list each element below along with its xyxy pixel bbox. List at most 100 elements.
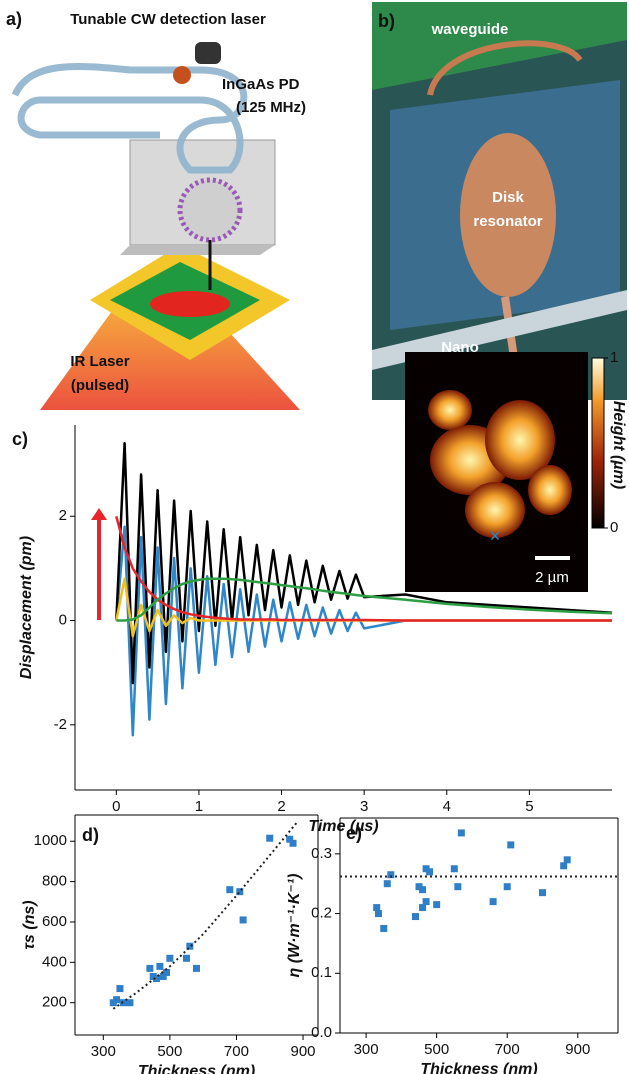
chart: 300 500 700 900 0.0 0.1 0.2 0.3 Thickness (nm) η … [286,817,619,1074]
x-tick-label: 4 [443,798,451,815]
x-tick-label: 700 [495,1041,520,1058]
x-tick-label: 900 [291,1043,316,1060]
point [226,886,234,894]
x-tick-label: 2 [277,798,285,815]
y-tick-label: 400 [42,953,67,970]
point [433,901,441,909]
y-tick-label: 600 [42,913,67,930]
point [503,883,511,891]
y-axis-label: τs (ns) [21,900,38,949]
point [239,916,247,924]
point [380,924,388,932]
panel-label: d) [82,825,99,845]
point [422,898,430,906]
y-tick-label: 0.0 [311,1024,332,1041]
point [426,868,434,876]
svg-text:×: × [490,526,501,546]
point [113,996,121,1004]
x-tick-label: 300 [354,1041,379,1058]
annotation: Disk [492,189,524,206]
point [236,888,244,896]
point [373,904,381,912]
x-tick-label: 500 [157,1043,182,1060]
point [163,968,171,976]
series-line [116,577,613,622]
x-axis-label: Thickness (nm) [138,1063,255,1074]
series-line [115,515,612,622]
point [422,865,430,873]
x-tick-label: 5 [525,798,533,815]
colorbar-tick-label: 0 [610,519,618,536]
y-axis-label: Displacement (pm) [18,536,35,679]
y-tick-label: 0.3 [311,845,332,862]
annotation: IR Laser [70,353,129,370]
point [126,999,134,1007]
y-tick-label: 0.1 [311,964,332,981]
point [383,880,391,888]
point [450,865,458,873]
arrow [91,508,107,620]
y-tick-label: 2 [59,507,67,524]
point [419,886,427,894]
panel-label: c) [12,429,28,449]
point [411,913,419,921]
x-tick-label: 3 [360,798,368,815]
point [146,964,154,972]
point [159,972,167,980]
panel-label: e) [346,823,362,843]
point [289,839,297,847]
point [183,954,191,962]
point [489,898,497,906]
point [186,942,194,950]
y-tick-label: -2 [54,716,67,733]
annotation: Tunable CW detection laser [70,11,266,28]
point [560,862,568,870]
panel-label: a) [6,9,22,29]
x-tick-label: 1 [195,798,203,815]
point [387,871,395,879]
colorbar-label: Height (µm) [610,401,627,489]
x-axis-label: Time (µs) [308,818,378,835]
x-tick-label: 500 [424,1041,449,1058]
point [193,964,200,972]
point [539,889,547,897]
point [507,841,515,849]
annotation: (125 MHz) [236,99,306,116]
chart: 0 1 2 3 4 5 -2 0 2 Time (µs) Displacement (pm) c) 0 1… [12,349,627,835]
point [266,834,274,842]
y-tick-label: 800 [42,873,67,890]
point [454,883,462,891]
point [563,856,571,864]
x-tick-label: 300 [91,1043,116,1060]
panel-a-illustration [11,42,300,410]
panel-b-image [372,2,627,400]
x-axis-label: Thickness (nm) [420,1061,537,1074]
point [153,974,161,982]
colorbar-tick-label: 1 [610,349,618,366]
series-line [112,822,298,1010]
x-tick-label: 0 [112,798,120,815]
chart: 300 500 700 900 200 400 600 800 1000 Thickness (n… [21,814,319,1074]
point [286,835,294,843]
point [166,954,174,962]
annotation: Nano [441,339,479,356]
annotation: waveguide [431,21,509,38]
annotation: InGaAs PD [222,76,300,93]
series-line [115,525,612,737]
y-tick-label: 200 [42,994,67,1011]
point [415,883,423,891]
point [419,904,427,912]
scale-bar-label: 2 µm [535,569,569,586]
annotation: resonator [473,213,542,230]
inset-image: × [405,352,605,592]
x-tick-label: 700 [224,1043,249,1060]
y-tick-label: 0 [59,612,67,629]
x-tick-label: 900 [565,1041,590,1058]
point [156,962,164,970]
point [116,985,124,993]
point [374,910,382,918]
y-tick-label: 1000 [34,832,67,849]
annotation: (pulsed) [71,377,129,394]
y-axis-label: η (W·m⁻¹·K⁻¹) [286,874,303,978]
